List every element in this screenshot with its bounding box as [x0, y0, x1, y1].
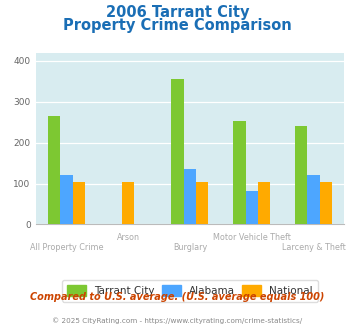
Bar [184, 169, 196, 224]
Text: Arson: Arson [117, 233, 140, 242]
Bar [307, 175, 320, 224]
Text: © 2025 CityRating.com - https://www.cityrating.com/crime-statistics/: © 2025 CityRating.com - https://www.city… [53, 317, 302, 324]
Text: 2006 Tarrant City: 2006 Tarrant City [106, 5, 249, 20]
Bar [233, 121, 246, 224]
Text: Motor Vehicle Theft: Motor Vehicle Theft [213, 233, 291, 242]
Bar [258, 182, 270, 224]
Bar [246, 191, 258, 224]
Text: Compared to U.S. average. (U.S. average equals 100): Compared to U.S. average. (U.S. average … [30, 292, 325, 302]
Bar [171, 79, 184, 224]
Bar [60, 175, 72, 224]
Text: Burglary: Burglary [173, 243, 207, 251]
Bar [196, 182, 208, 224]
Legend: Tarrant City, Alabama, National: Tarrant City, Alabama, National [62, 280, 318, 302]
Bar [72, 182, 85, 224]
Bar [320, 182, 332, 224]
Text: Property Crime Comparison: Property Crime Comparison [63, 18, 292, 33]
Text: Larceny & Theft: Larceny & Theft [282, 243, 345, 251]
Bar [122, 182, 134, 224]
Bar [295, 126, 307, 224]
Text: All Property Crime: All Property Crime [29, 243, 103, 251]
Bar [48, 116, 60, 224]
